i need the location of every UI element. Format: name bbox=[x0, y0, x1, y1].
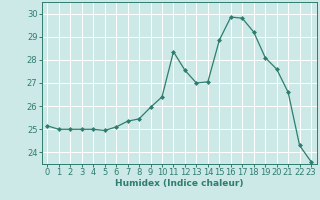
X-axis label: Humidex (Indice chaleur): Humidex (Indice chaleur) bbox=[115, 179, 244, 188]
